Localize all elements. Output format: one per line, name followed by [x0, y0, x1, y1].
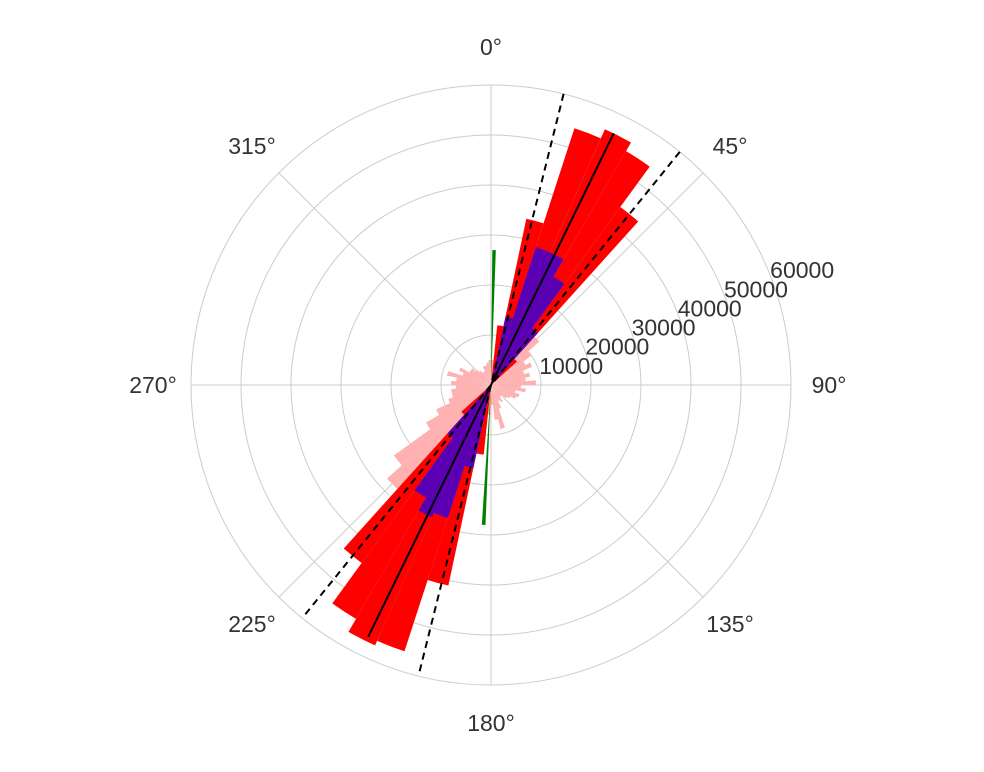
bar-pink — [491, 385, 494, 405]
angle-tick-label: 225° — [228, 611, 276, 637]
bar-green — [491, 250, 496, 385]
bar-pink — [491, 377, 526, 385]
bar-green — [481, 385, 491, 525]
radial-tick-label: 20000 — [585, 334, 649, 360]
bar-pink — [451, 385, 491, 398]
bar-pink — [491, 385, 499, 420]
orientation-lines — [301, 93, 681, 677]
bar-purple — [491, 276, 565, 385]
bar-pink — [456, 377, 491, 385]
bar-pink — [455, 385, 491, 389]
radial-tick-label: 60000 — [770, 257, 834, 283]
bar-purple — [491, 252, 564, 385]
bar-pink — [491, 385, 522, 389]
radial-tick-label: 30000 — [632, 315, 696, 341]
bar-purple — [491, 316, 513, 385]
bar-pink — [491, 372, 531, 385]
bar-pink — [482, 365, 491, 385]
dashed-bound-line — [417, 93, 565, 677]
bar-pink — [491, 385, 505, 430]
polar-grid — [190, 84, 792, 686]
bar-pink — [491, 385, 520, 398]
grid-spoke — [490, 384, 704, 598]
bar-pink — [491, 385, 508, 399]
bar-pink — [469, 370, 491, 385]
bar-red — [461, 385, 491, 415]
bar-pink — [491, 385, 502, 409]
bar-pink — [491, 351, 532, 385]
angle-tick-label: 180° — [467, 710, 515, 736]
bar-red — [491, 325, 504, 385]
radial-tick-label: 40000 — [678, 295, 742, 321]
bar-pink — [491, 361, 526, 385]
bar-pink — [491, 385, 502, 398]
bar-pink — [491, 362, 533, 385]
angle-tick-label: 90° — [812, 372, 847, 398]
grid-spoke — [278, 172, 492, 386]
bar-pink — [491, 385, 517, 399]
bar-pink — [476, 370, 491, 385]
bar-pink — [491, 380, 536, 385]
bar-pink — [491, 385, 511, 399]
bar-pink — [491, 385, 500, 401]
bar-pink — [448, 385, 491, 404]
bar-pink — [484, 365, 491, 385]
angle-tick-label: 45° — [713, 133, 748, 159]
bar-pink — [491, 385, 526, 393]
bar-purple — [434, 385, 491, 519]
bar-pink — [470, 368, 491, 385]
bar-pink — [451, 385, 491, 394]
bar-purple — [491, 247, 550, 385]
bar-pink — [491, 385, 503, 397]
bar-pink — [426, 385, 491, 430]
bar-purple — [418, 385, 491, 518]
bar-pink — [491, 370, 525, 385]
bar-pink — [436, 385, 491, 415]
bar-pink — [462, 372, 491, 385]
angle-tick-label: 270° — [129, 372, 177, 398]
bar-pink — [479, 370, 491, 385]
bar-pink — [487, 385, 491, 416]
bar-pink — [393, 385, 491, 466]
angle-tick-label: 135° — [706, 611, 754, 637]
bar-pink — [488, 360, 491, 385]
bar-purple — [464, 385, 491, 469]
bar-pink — [483, 371, 491, 385]
bar-pink — [459, 367, 491, 385]
angle-tick-label: 315° — [228, 133, 276, 159]
bar-pink — [451, 380, 491, 385]
bar-purple — [414, 385, 491, 498]
radial-tick-label: 10000 — [539, 353, 603, 379]
axis-labels: 0° 45° 90° 135° 180° 225° 270° 315° 100002000030… — [129, 34, 846, 736]
angle-tick-label: 0° — [480, 34, 502, 60]
bar-pink — [482, 372, 491, 385]
bar-pink — [446, 371, 491, 385]
bar-pink — [491, 385, 503, 403]
radial-tick-label: 50000 — [724, 276, 788, 302]
dashed-bound-line — [301, 151, 681, 619]
bar-pink — [491, 385, 516, 393]
bar-pink — [486, 362, 491, 385]
